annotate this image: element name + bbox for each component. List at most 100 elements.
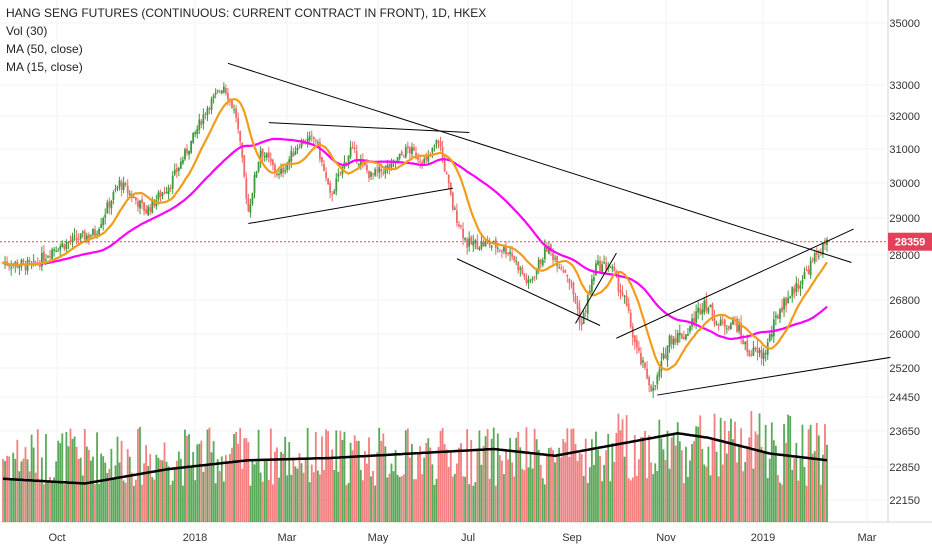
trendline-1 bbox=[248, 187, 453, 225]
volume-bar bbox=[355, 440, 358, 522]
candle-body bbox=[680, 333, 683, 339]
candle-body bbox=[53, 249, 56, 251]
volume-bar bbox=[760, 446, 763, 522]
candle-body bbox=[785, 297, 788, 306]
volume-bar bbox=[807, 429, 810, 522]
candle-body bbox=[556, 255, 559, 267]
candle-body bbox=[460, 225, 462, 227]
candle-body bbox=[231, 100, 233, 109]
candle-body bbox=[243, 155, 246, 177]
volume-bar bbox=[460, 443, 462, 522]
volume-bar bbox=[529, 454, 532, 522]
volume-bar bbox=[398, 476, 401, 522]
volume-bar bbox=[186, 435, 188, 522]
volume-bar bbox=[38, 480, 41, 522]
candle-body bbox=[637, 347, 640, 351]
candle-body bbox=[721, 321, 724, 323]
candle-body bbox=[186, 148, 188, 154]
volume-bar bbox=[682, 483, 685, 522]
volume-bar bbox=[764, 424, 767, 522]
volume-bar bbox=[290, 474, 293, 522]
candle-body bbox=[595, 263, 597, 276]
candle-body bbox=[263, 155, 266, 158]
candle-body bbox=[200, 120, 203, 125]
legend-ma15[interactable]: MA (15, close) bbox=[6, 60, 83, 74]
volume-bar bbox=[406, 428, 409, 522]
volume-bar bbox=[192, 451, 195, 522]
candle-body bbox=[75, 237, 78, 241]
volume-bar bbox=[709, 475, 712, 522]
candle-body bbox=[182, 159, 184, 164]
candle-body bbox=[554, 258, 556, 260]
candle-body bbox=[61, 242, 64, 247]
volume-bar bbox=[754, 431, 757, 522]
y-tick-label: 33000 bbox=[889, 80, 920, 92]
ma50-path bbox=[3, 137, 828, 341]
x-tick-label: Jul bbox=[461, 532, 475, 544]
volume-bar bbox=[652, 474, 655, 522]
candle-body bbox=[204, 113, 207, 115]
candle-body bbox=[202, 114, 205, 124]
candle-body bbox=[192, 132, 195, 143]
volume-bar bbox=[431, 464, 434, 522]
candle-body bbox=[826, 239, 828, 246]
candle-body bbox=[736, 318, 738, 333]
volume-bar bbox=[811, 453, 814, 522]
volume-bar bbox=[453, 473, 456, 522]
volume-bar bbox=[762, 452, 765, 522]
candle-body bbox=[674, 337, 677, 343]
volume-bar bbox=[595, 431, 597, 522]
candle-body bbox=[8, 264, 11, 267]
candle-body bbox=[45, 259, 47, 261]
volume-bar bbox=[425, 442, 428, 522]
candle-body bbox=[584, 310, 587, 312]
candle-body bbox=[323, 163, 325, 171]
volume-bar bbox=[314, 432, 317, 522]
candle-body bbox=[709, 304, 712, 308]
volume-bar bbox=[20, 461, 23, 522]
volume-bar bbox=[24, 447, 27, 522]
volume-bar bbox=[400, 476, 403, 522]
candle-body bbox=[247, 198, 250, 212]
candle-body bbox=[227, 93, 229, 100]
candle-body bbox=[476, 241, 479, 250]
volume-bar bbox=[742, 471, 745, 522]
legend-volume[interactable]: Vol (30) bbox=[6, 24, 48, 38]
candle-body bbox=[237, 117, 240, 130]
volume-bar bbox=[239, 428, 242, 522]
volume-bar bbox=[736, 462, 738, 522]
volume-bar bbox=[580, 454, 583, 522]
legend-title: HANG SENG FUTURES (CONTINUOUS: CURRENT C… bbox=[6, 6, 487, 20]
candle-body bbox=[682, 336, 685, 339]
legend-ma50[interactable]: MA (50, close) bbox=[6, 42, 83, 56]
volume-bar bbox=[525, 427, 528, 522]
volume-bar bbox=[251, 459, 254, 522]
volume-bar bbox=[267, 479, 270, 522]
volume-bar bbox=[118, 462, 121, 522]
candle-body bbox=[292, 153, 295, 157]
volume-bar bbox=[190, 467, 193, 522]
candle-body bbox=[337, 173, 340, 177]
candle-body bbox=[768, 334, 771, 342]
candle-body bbox=[382, 172, 385, 174]
volume-bar bbox=[768, 458, 771, 522]
volume-bar bbox=[98, 483, 100, 522]
volume-bar bbox=[562, 439, 565, 522]
volume-bar bbox=[779, 482, 781, 522]
volume-bar bbox=[200, 440, 203, 522]
candle-body bbox=[813, 253, 816, 262]
candle-body bbox=[748, 350, 751, 357]
candle-body bbox=[274, 164, 276, 172]
volume-bar bbox=[777, 475, 779, 522]
volume-bar bbox=[556, 453, 559, 522]
volume-bar bbox=[819, 484, 822, 522]
candle-body bbox=[453, 208, 456, 210]
volume-bar bbox=[441, 428, 444, 522]
candle-body bbox=[372, 173, 374, 175]
candle-body bbox=[462, 228, 464, 239]
candle-body bbox=[329, 182, 332, 193]
volume-bar bbox=[590, 439, 593, 522]
candle-body bbox=[47, 256, 49, 258]
candle-body bbox=[576, 302, 579, 309]
